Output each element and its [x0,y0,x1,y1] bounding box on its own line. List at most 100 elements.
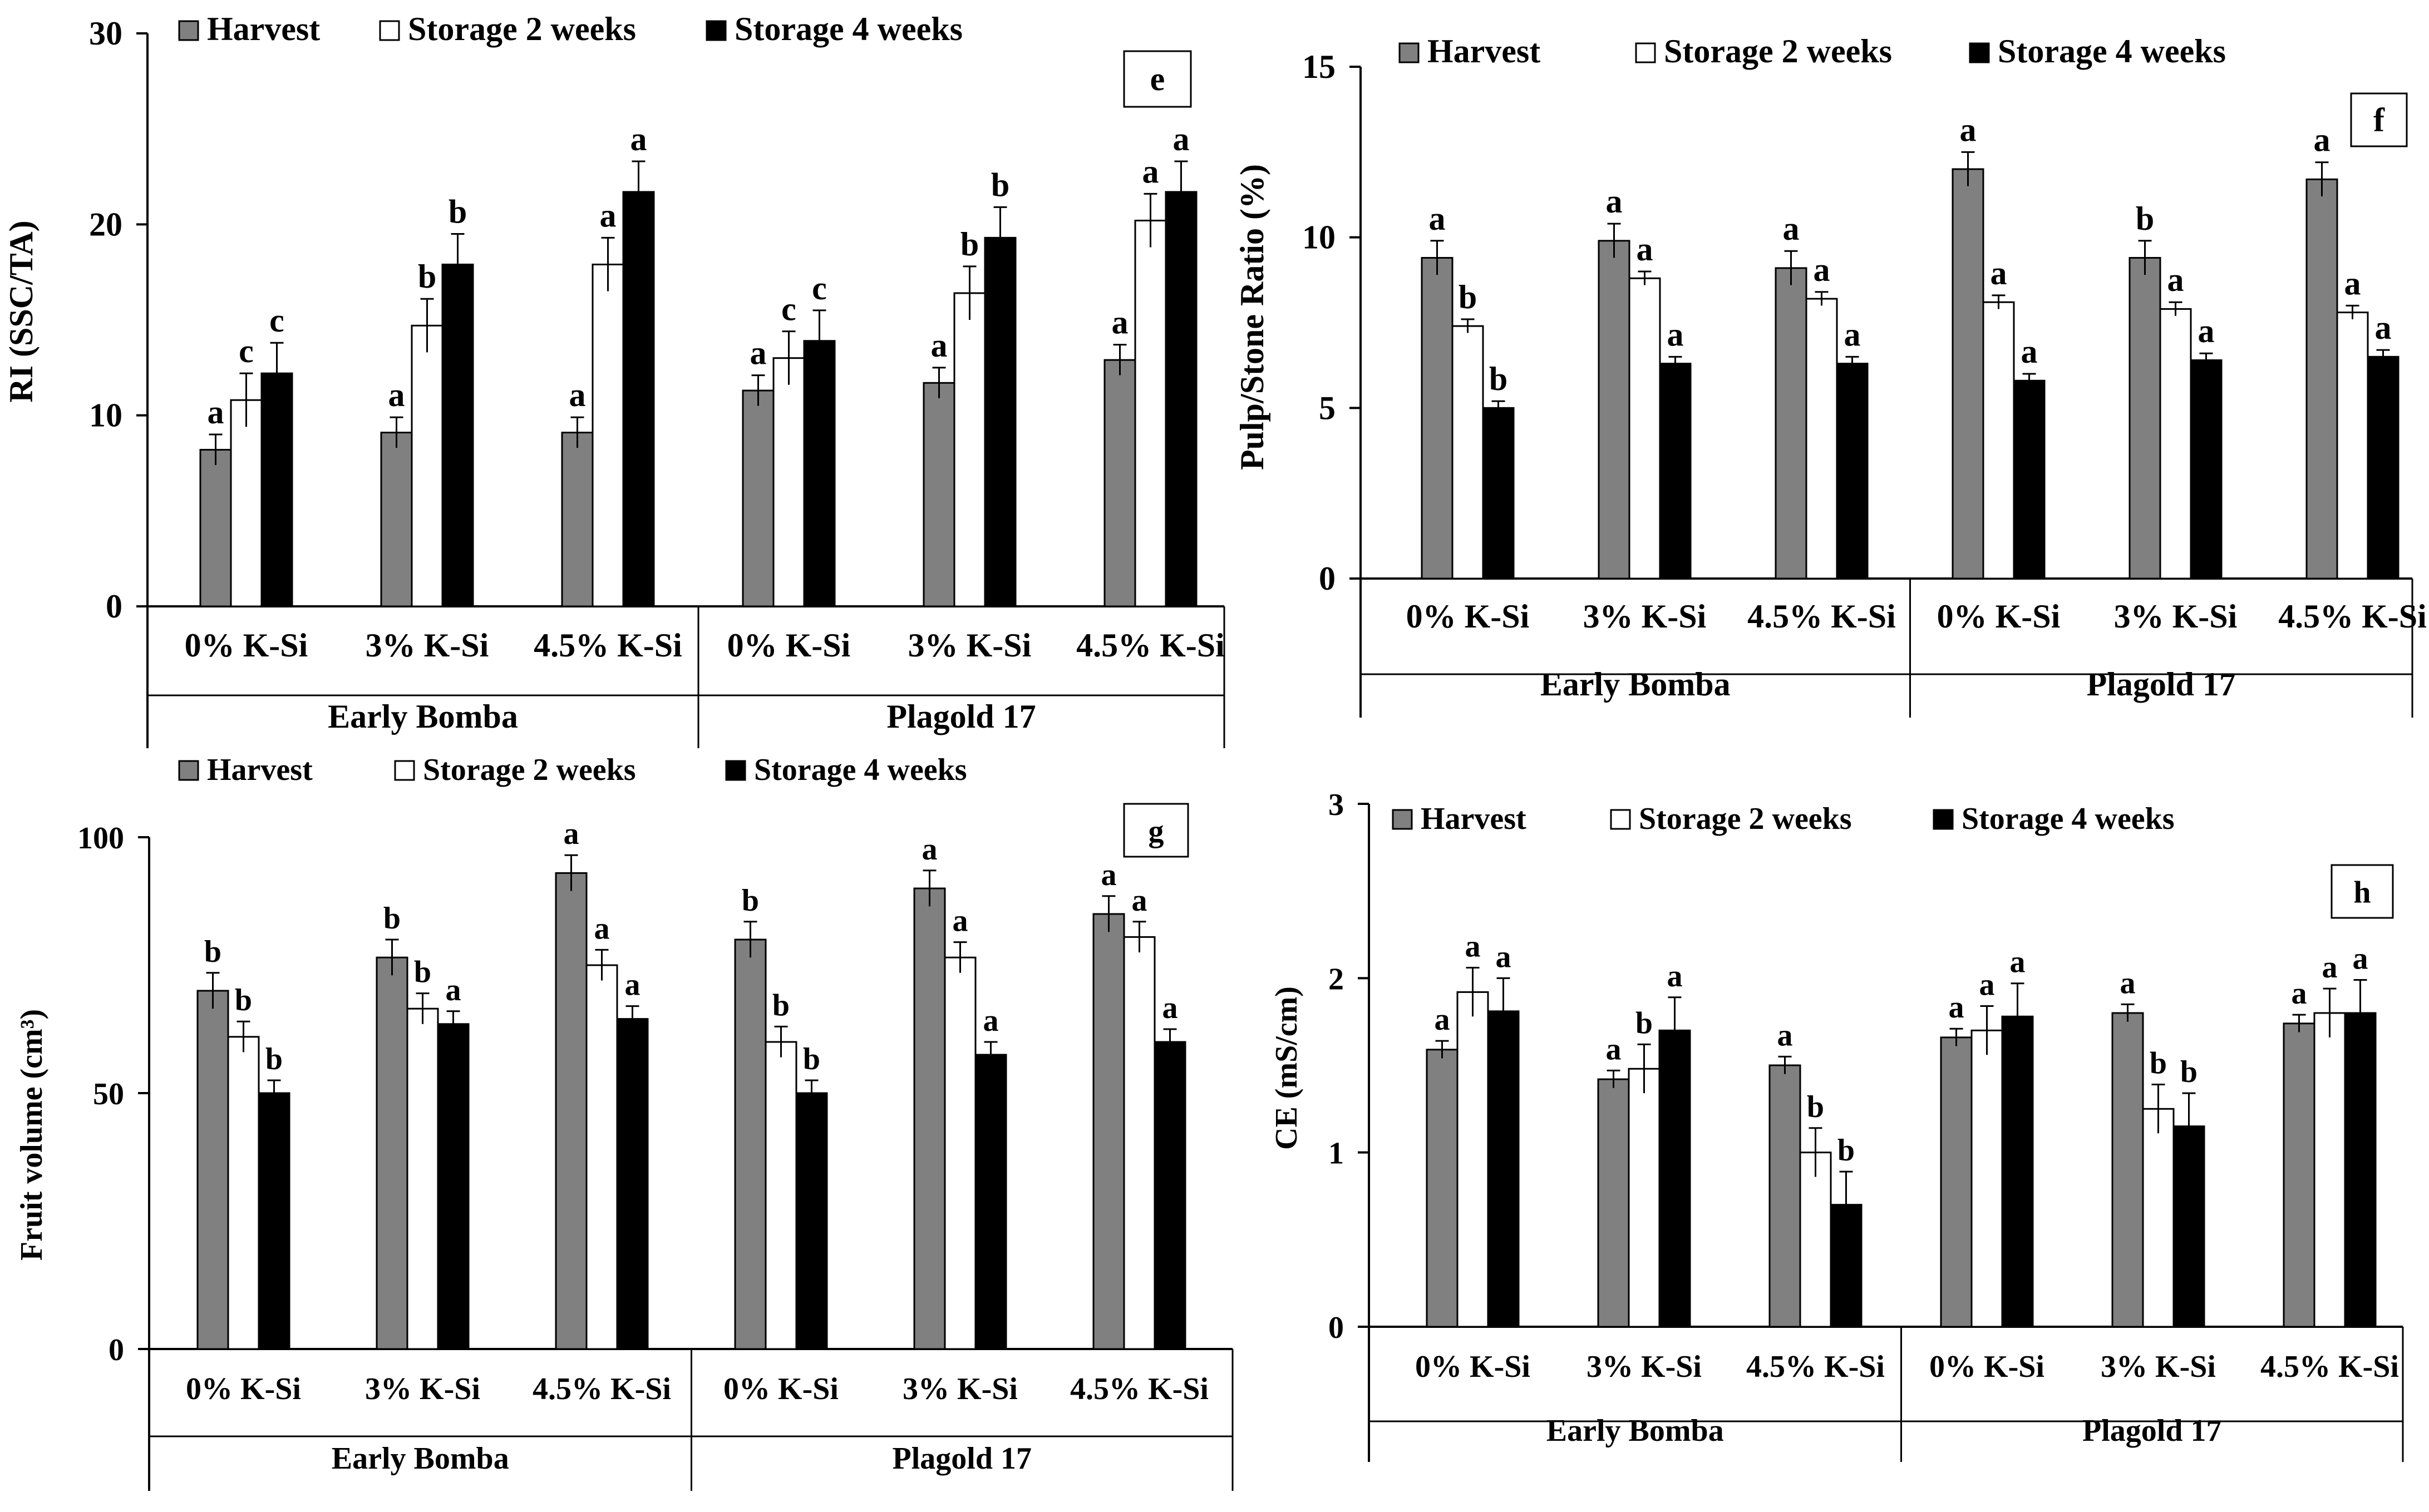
significance-letter-5-0: a [1101,858,1117,892]
significance-letter-1-2: a [1667,316,1684,353]
bar-0-1 [1451,325,1484,580]
significance-letter-0-2: a [1496,940,1511,974]
group-label-0: Early Bomba [1540,666,1731,703]
bar-5-2 [1165,191,1198,607]
significance-letter-3-0: a [1960,111,1977,148]
panel-h-ce-chart: 0 1 2 3 CE (mS/cm) Harvest Storage 2 weeks Stor… [1269,788,2404,1462]
panel-label: e [1150,61,1165,97]
category-label-0: 0% K-Si [1406,598,1530,635]
legend-label-1: Storage 2 weeks [1639,802,1852,836]
significance-letter-3-1: a [1991,255,2007,291]
legend-label-1: Storage 2 weeks [408,11,636,47]
y-tick-label: 5 [1319,389,1336,426]
y-tick-label: 2 [1328,962,1344,996]
bar-5-1 [1134,219,1167,607]
significance-letter-2-2: a [625,968,640,1002]
y-tick-label: 0 [1328,1311,1344,1345]
panel-label-box [1123,50,1192,108]
significance-letter-0-1: b [235,983,252,1017]
bar-0-2 [1482,407,1515,580]
significance-letter-3-0: b [742,883,759,918]
panel-label: h [2353,876,2371,910]
significance-letter-5-0: a [2314,122,2331,159]
category-label-4: 3% K-Si [2114,598,2238,635]
bar-2-2 [1836,363,1869,580]
significance-letter-4-0: a [2120,966,2136,1000]
bar-1-1 [1628,277,1661,580]
significance-letter-2-1: b [1807,1090,1824,1124]
group-label-0: Early Bomba [1546,1414,1724,1448]
bar-3-1 [1970,1029,2003,1328]
significance-letter-5-1: a [2322,950,2338,985]
legend-swatch-1 [394,760,415,781]
group-label-1: Plagold 17 [886,698,1036,735]
y-tick-label: 0 [1319,560,1336,597]
legend-label-2: Storage 4 weeks [1998,33,2226,70]
y-tick-label: 3 [1328,788,1344,822]
significance-letter-4-2: b [991,166,1009,203]
bar-5-0 [2305,178,2338,580]
significance-letter-5-1: a [2344,265,2361,302]
significance-letter-0-0: a [208,394,224,431]
bar-1-1 [1628,1068,1661,1328]
significance-letter-5-0: a [2292,976,2307,1011]
bar-3-2 [795,1092,828,1350]
bar-2-2 [622,191,655,607]
bar-1-1 [411,324,444,607]
significance-letter-3-1: b [772,988,790,1022]
category-label-4: 3% K-Si [908,627,1032,664]
bar-4-1 [2142,1108,2175,1328]
significance-letter-0-0: b [204,935,221,969]
significance-letter-3-0: a [750,335,767,372]
bar-3-2 [2013,379,2046,580]
significance-letter-0-1: b [1459,279,1477,315]
bar-5-1 [1123,936,1156,1350]
significance-letter-4-1: a [2167,261,2184,298]
group-label-0: Early Bomba [328,698,518,735]
bar-0-0 [1421,256,1454,580]
bar-4-0 [913,887,946,1350]
legend-swatch-0 [1398,42,1420,63]
significance-letter-3-2: a [2021,333,2038,370]
bar-5-0 [1092,913,1125,1350]
bar-2-0 [1768,1064,1801,1328]
significance-letter-2-0: a [1783,210,1800,247]
bar-0-0 [196,990,229,1350]
bar-0-2 [1487,1010,1520,1328]
group-label-0: Early Bomba [332,1441,509,1476]
bar-1-0 [1598,240,1630,580]
legend-label-0: Harvest [1421,802,1526,836]
significance-letter-2-2: b [1837,1133,1855,1168]
bar-2-1 [592,263,624,607]
bar-5-1 [2336,312,2369,580]
legend-swatch-2 [706,20,727,41]
legend-swatch-2 [1969,42,1990,63]
category-label-2: 4.5% K-Si [534,627,682,664]
category-label-2: 4.5% K-Si [1746,1350,1885,1384]
panel-g-fruit-volume-chart: 0 50 100 Fruit volume (cm³) Harvest Storage 2… [14,753,1234,1491]
category-label-5: 4.5% K-Si [2260,1350,2399,1384]
y-tick-label: 20 [89,206,122,243]
bar-2-0 [555,872,588,1350]
significance-letter-4-1: b [2150,1046,2167,1080]
bar-3-0 [742,389,775,607]
y-tick-label: 0 [106,588,122,625]
significance-letter-1-1: b [414,955,431,990]
legend-swatch-2 [1933,809,1954,830]
legend-label-0: Harvest [207,11,320,47]
significance-letter-2-0: a [569,377,586,413]
bar-1-0 [380,432,413,607]
legend-label-1: Storage 2 weeks [1664,33,1892,70]
significance-letter-2-2: a [630,121,647,157]
panel-label-box [1123,803,1189,858]
panel-f-pulp-stone-chart: 0 5 10 15 Pulp/Stone Ratio (%) Harvest Storage… [1234,33,2427,718]
bar-4-0 [2111,1012,2144,1328]
group-label-1: Plagold 17 [2082,1414,2221,1448]
bar-1-0 [1597,1078,1630,1328]
bar-1-2 [437,1023,470,1350]
category-label-0: 0% K-Si [185,627,308,664]
significance-letter-2-1: a [594,911,610,946]
category-label-1: 3% K-Si [1587,1350,1702,1384]
panel-label: f [2373,102,2385,139]
